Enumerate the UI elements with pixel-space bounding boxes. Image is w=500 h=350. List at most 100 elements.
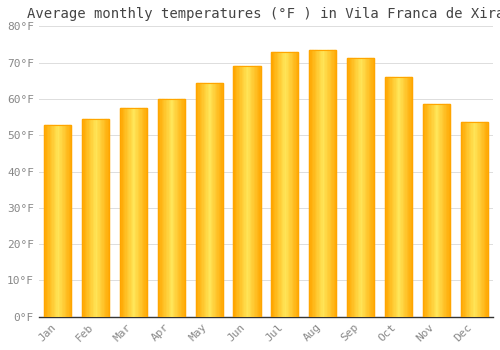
Bar — [135, 108, 136, 317]
Bar — [309, 50, 336, 317]
Bar — [313, 50, 314, 317]
Bar — [290, 52, 292, 317]
Bar — [54, 125, 55, 317]
Bar — [443, 104, 444, 317]
Bar — [144, 108, 146, 317]
Bar — [204, 83, 205, 317]
Bar — [324, 50, 326, 317]
Bar — [297, 52, 298, 317]
Bar — [310, 50, 312, 317]
Bar — [444, 104, 446, 317]
Bar — [132, 108, 134, 317]
Bar — [386, 77, 388, 317]
Bar — [210, 83, 212, 317]
Bar — [258, 66, 260, 317]
Bar — [222, 83, 223, 317]
Bar — [368, 58, 370, 317]
Bar — [105, 119, 106, 317]
Bar — [351, 58, 352, 317]
Bar — [293, 52, 294, 317]
Bar — [158, 99, 185, 317]
Bar — [89, 119, 90, 317]
Bar — [274, 52, 276, 317]
Bar — [309, 50, 310, 317]
Bar — [184, 99, 185, 317]
Bar — [88, 119, 89, 317]
Bar — [312, 50, 313, 317]
Bar — [356, 58, 358, 317]
Bar — [181, 99, 182, 317]
Bar — [477, 122, 478, 317]
Bar — [460, 122, 488, 317]
Bar — [327, 50, 328, 317]
Bar — [473, 122, 474, 317]
Bar — [82, 119, 109, 317]
Bar — [294, 52, 296, 317]
Bar — [394, 77, 396, 317]
Bar — [55, 125, 56, 317]
Bar — [330, 50, 331, 317]
Bar — [389, 77, 390, 317]
Bar — [212, 83, 213, 317]
Bar — [122, 108, 124, 317]
Bar — [435, 104, 436, 317]
Bar — [484, 122, 485, 317]
Bar — [286, 52, 288, 317]
Bar — [354, 58, 355, 317]
Bar — [431, 104, 432, 317]
Bar — [46, 125, 47, 317]
Bar — [163, 99, 164, 317]
Bar — [316, 50, 318, 317]
Bar — [170, 99, 172, 317]
Bar — [238, 66, 239, 317]
Bar — [396, 77, 397, 317]
Bar — [463, 122, 464, 317]
Bar — [51, 125, 52, 317]
Bar — [432, 104, 434, 317]
Bar — [96, 119, 97, 317]
Bar — [164, 99, 166, 317]
Bar — [64, 125, 66, 317]
Bar — [280, 52, 281, 317]
Bar — [172, 99, 174, 317]
Bar — [252, 66, 254, 317]
Bar — [136, 108, 138, 317]
Bar — [468, 122, 470, 317]
Bar — [159, 99, 160, 317]
Bar — [288, 52, 289, 317]
Bar — [200, 83, 201, 317]
Bar — [202, 83, 203, 317]
Bar — [426, 104, 428, 317]
Bar — [331, 50, 332, 317]
Bar — [347, 58, 374, 317]
Bar — [48, 125, 50, 317]
Bar — [68, 125, 70, 317]
Bar — [271, 52, 298, 317]
Bar — [276, 52, 278, 317]
Bar — [281, 52, 282, 317]
Bar — [385, 77, 412, 317]
Bar — [216, 83, 218, 317]
Bar — [134, 108, 135, 317]
Bar — [247, 66, 248, 317]
Bar — [485, 122, 486, 317]
Bar — [178, 99, 180, 317]
Bar — [251, 66, 252, 317]
Bar — [143, 108, 144, 317]
Bar — [106, 119, 108, 317]
Bar — [401, 77, 402, 317]
Bar — [322, 50, 324, 317]
Bar — [52, 125, 54, 317]
Bar — [385, 77, 412, 317]
Bar — [104, 119, 105, 317]
Bar — [205, 83, 206, 317]
Bar — [158, 99, 159, 317]
Bar — [246, 66, 247, 317]
Bar — [168, 99, 170, 317]
Bar — [124, 108, 126, 317]
Bar — [390, 77, 392, 317]
Bar — [102, 119, 104, 317]
Bar — [446, 104, 447, 317]
Bar — [362, 58, 364, 317]
Title: Average monthly temperatures (°F ) in Vila Franca de Xira: Average monthly temperatures (°F ) in Vi… — [27, 7, 500, 21]
